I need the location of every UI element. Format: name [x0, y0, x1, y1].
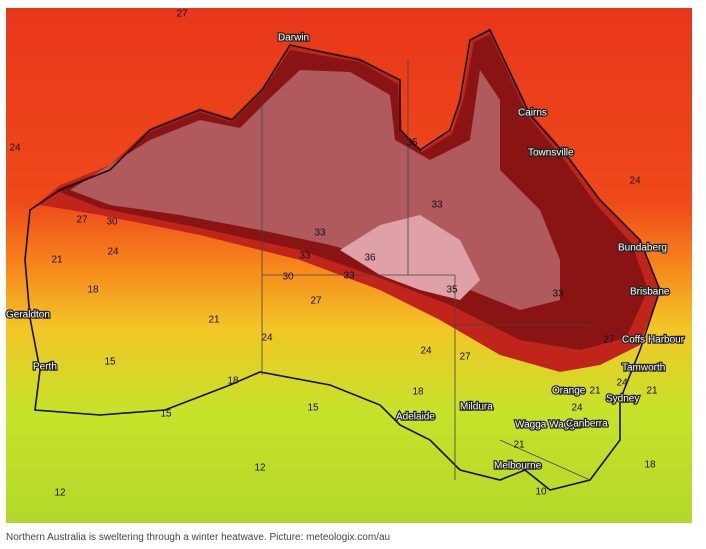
contour-label: 18	[644, 460, 656, 471]
contour-label: 15	[307, 403, 319, 414]
city-label: Adelaide	[396, 412, 435, 423]
peak-region	[340, 215, 480, 300]
contour-label: 21	[589, 386, 601, 397]
contour-label: 33	[343, 271, 355, 282]
contour-label: 21	[208, 315, 220, 326]
state-borders	[261, 60, 591, 481]
contour-label: 27	[603, 335, 615, 346]
contour-label: 21	[646, 386, 658, 397]
city-label: Townsville	[528, 148, 574, 159]
contour-label: 24	[629, 176, 641, 187]
contour-label: 24	[616, 378, 628, 389]
contour-label: 33	[299, 251, 311, 262]
contour-label: 18	[412, 387, 424, 398]
city-label: Sydney	[606, 394, 639, 405]
city-label: Perth	[33, 362, 57, 373]
contour-label: 24	[9, 143, 21, 154]
contour-label: 12	[254, 463, 266, 474]
contour-label: 30	[282, 272, 294, 283]
city-label: Melbourne	[494, 461, 542, 472]
contour-label: 24	[261, 333, 273, 344]
contour-label: 36	[364, 253, 376, 264]
city-label: Brisbane	[630, 287, 670, 298]
contour-label: 27	[459, 352, 471, 363]
contour-label: 24	[107, 247, 119, 258]
contour-label: 21	[513, 440, 525, 451]
contour-label: 33	[552, 289, 564, 300]
city-label: Coffs Harbour	[622, 335, 685, 346]
contour-label: 10	[535, 487, 547, 498]
contour-label: 21	[51, 255, 63, 266]
contour-label: 24	[420, 346, 432, 357]
city-label: Cairns	[518, 108, 547, 119]
contour-label: 18	[227, 376, 239, 387]
city-label: Mildura	[460, 402, 493, 413]
city-label: Wagga Wagga	[515, 420, 581, 431]
contour-label: 12	[54, 488, 66, 499]
city-label: Bundaberg	[618, 243, 667, 254]
city-label: Canberra	[566, 419, 608, 430]
city-label: Orange	[552, 386, 586, 397]
contour-label: 33	[314, 228, 326, 239]
city-label: Geraldton	[6, 310, 50, 321]
contour-label: 27	[310, 296, 322, 307]
labels: 27 24 27 30 24 21 18 21 15 18 15 15 12 12 24 27 30 33 36 33…	[5, 9, 686, 499]
contour-label: 27	[76, 215, 88, 226]
coastline	[24, 28, 661, 491]
city-label: Tamworth	[622, 363, 665, 374]
contour-label: 27	[176, 9, 188, 20]
contour-label: 30	[106, 217, 118, 228]
city-label: Darwin	[278, 33, 309, 44]
contour-label: 18	[87, 285, 99, 296]
contour-label: 24	[571, 403, 583, 414]
contour-label: 15	[104, 357, 116, 368]
caption: Northern Australia is sweltering through…	[6, 532, 390, 543]
contour-label: 15	[160, 409, 172, 420]
contour-label: 35	[406, 138, 418, 149]
contour-label: 33	[431, 200, 443, 211]
contour-label: 35	[446, 285, 458, 296]
